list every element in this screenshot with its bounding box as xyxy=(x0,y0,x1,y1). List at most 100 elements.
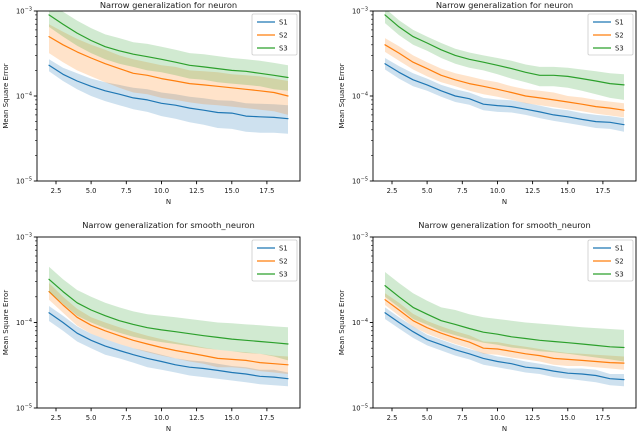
x-tick-label: 17.5 xyxy=(595,187,610,195)
legend-label-S1: S1 xyxy=(279,245,288,253)
legend-label-S1: S1 xyxy=(615,19,624,27)
y-tick-label: 10−5 xyxy=(352,404,368,413)
y-tick-label: 10−5 xyxy=(16,177,32,186)
legend-label-S3: S3 xyxy=(615,271,624,279)
legend-label-S2: S2 xyxy=(279,258,288,266)
x-tick-label: 17.5 xyxy=(595,414,610,422)
series-line-S1 xyxy=(48,312,289,380)
series-line-S3 xyxy=(384,284,625,349)
x-tick-label: 2.5 xyxy=(51,414,62,422)
series-line-S1 xyxy=(48,64,289,120)
plot-area xyxy=(48,11,289,134)
chart-neuron-right: 2.5 5.0 7.5 10.0 12.5 15.0 17.5 10−3 10−4 10−5 Nar… xyxy=(320,0,640,217)
x-tick-label: 7.5 xyxy=(121,414,132,422)
smooth-neuron-left-canvas: 2.5 5.0 7.5 10.0 12.5 15.0 17.5 10−3 10−4 10−5 Nar… xyxy=(2,220,301,433)
y-tick-label: 10−3 xyxy=(352,7,368,16)
x-tick-label: 2.5 xyxy=(387,414,398,422)
series-line-S3 xyxy=(48,14,289,79)
y-tick-label: 10−4 xyxy=(352,318,368,327)
x-tick-label: 10.0 xyxy=(490,187,505,195)
x-tick-label: 15.0 xyxy=(560,414,575,422)
x-axis-label: N xyxy=(502,198,507,206)
x-tick-label: 2.5 xyxy=(51,187,62,195)
legend-label-S2: S2 xyxy=(615,258,624,266)
y-tick-label: 10−3 xyxy=(16,7,32,16)
smooth-neuron-right-canvas: 2.5 5.0 7.5 10.0 12.5 15.0 17.5 10−3 10−4 10−5 Nar… xyxy=(338,220,637,433)
chart-neuron-left: 2.5 5.0 7.5 10.0 12.5 15.0 17.5 10−3 10−4 10−5 Nar… xyxy=(0,0,320,217)
x-tick-label: 7.5 xyxy=(121,187,132,195)
legend-label-S2: S2 xyxy=(279,32,288,40)
legend-label-S3: S3 xyxy=(279,271,288,279)
x-axis-label: N xyxy=(166,425,171,433)
x-tick-label: 12.5 xyxy=(189,414,204,422)
neuron-right-canvas: 2.5 5.0 7.5 10.0 12.5 15.0 17.5 10−3 10−4 10−5 Nar… xyxy=(338,0,637,206)
y-tick-label: 10−3 xyxy=(16,233,32,242)
chart-smooth-neuron-right: 2.5 5.0 7.5 10.0 12.5 15.0 17.5 10−3 10−4 10−5 Nar… xyxy=(320,217,640,434)
y-axis-label: Mean Square Error xyxy=(2,290,10,355)
y-tick-label: 10−5 xyxy=(16,404,32,413)
confidence-band-S1 xyxy=(385,307,624,387)
y-tick-label: 10−3 xyxy=(352,233,368,242)
legend: S1 S2 S3 xyxy=(251,13,298,56)
y-axis-label: Mean Square Error xyxy=(338,63,346,128)
confidence-band-S3 xyxy=(49,266,288,361)
neuron-left-canvas: 2.5 5.0 7.5 10.0 12.5 15.0 17.5 10−3 10−4 10−5 Nar… xyxy=(2,0,301,206)
series-line-S2 xyxy=(384,44,625,111)
series-line-S2 xyxy=(384,299,625,364)
confidence-band-S2 xyxy=(49,283,288,374)
y-tick-label: 10−4 xyxy=(16,92,32,101)
chart-title: Narrow generalization for neuron xyxy=(436,0,573,10)
confidence-band-S3 xyxy=(385,11,624,100)
y-axis-label: Mean Square Error xyxy=(338,290,346,355)
legend-label-S3: S3 xyxy=(279,45,288,53)
chart-title: Narrow generalization for smooth_neuron xyxy=(82,220,255,230)
confidence-band-S3 xyxy=(385,272,624,362)
x-tick-label: 12.5 xyxy=(525,187,540,195)
x-axis-label: N xyxy=(502,425,507,433)
y-axis-label: Mean Square Error xyxy=(2,63,10,128)
confidence-band-S2 xyxy=(49,24,288,115)
x-tick-label: 10.0 xyxy=(154,187,169,195)
confidence-band-S1 xyxy=(385,58,624,132)
x-tick-label: 7.5 xyxy=(457,187,468,195)
chart-smooth-neuron-left: 2.5 5.0 7.5 10.0 12.5 15.0 17.5 10−3 10−4 10−5 Nar… xyxy=(0,217,320,434)
plot-area xyxy=(384,11,625,132)
x-tick-label: 5.0 xyxy=(86,187,97,195)
x-tick-label: 17.5 xyxy=(259,414,274,422)
legend-label-S1: S1 xyxy=(279,19,288,27)
x-tick-label: 2.5 xyxy=(387,187,398,195)
y-tick-label: 10−4 xyxy=(16,318,32,327)
plot-area xyxy=(48,266,289,387)
x-tick-label: 10.0 xyxy=(154,414,169,422)
y-tick-label: 10−5 xyxy=(352,177,368,186)
x-tick-label: 12.5 xyxy=(525,414,540,422)
y-tick-label: 10−4 xyxy=(352,92,368,101)
legend-label-S3: S3 xyxy=(615,45,624,53)
x-tick-label: 15.0 xyxy=(224,414,239,422)
x-tick-label: 5.0 xyxy=(86,414,97,422)
series-line-S2 xyxy=(48,35,289,97)
x-axis-label: N xyxy=(166,198,171,206)
legend: S1 S2 S3 xyxy=(587,13,634,56)
x-tick-label: 15.0 xyxy=(224,187,239,195)
series-line-S3 xyxy=(48,278,289,345)
chart-title: Narrow generalization for neuron xyxy=(100,0,237,10)
x-tick-label: 7.5 xyxy=(457,414,468,422)
x-tick-label: 10.0 xyxy=(490,414,505,422)
series-line-S1 xyxy=(384,63,625,126)
legend-label-S1: S1 xyxy=(615,245,624,253)
plot-area xyxy=(384,272,625,387)
x-tick-label: 12.5 xyxy=(189,187,204,195)
x-tick-label: 17.5 xyxy=(259,187,274,195)
confidence-band-S1 xyxy=(49,306,288,387)
confidence-band-S2 xyxy=(385,38,624,118)
x-tick-label: 5.0 xyxy=(422,414,433,422)
series-line-S2 xyxy=(48,290,289,366)
x-tick-label: 15.0 xyxy=(560,187,575,195)
legend: S1 S2 S3 xyxy=(587,239,634,282)
confidence-band-S3 xyxy=(49,11,288,91)
series-line-S3 xyxy=(384,14,625,86)
x-tick-label: 5.0 xyxy=(422,187,433,195)
chart-title: Narrow generalization for smooth_neuron xyxy=(418,220,591,230)
